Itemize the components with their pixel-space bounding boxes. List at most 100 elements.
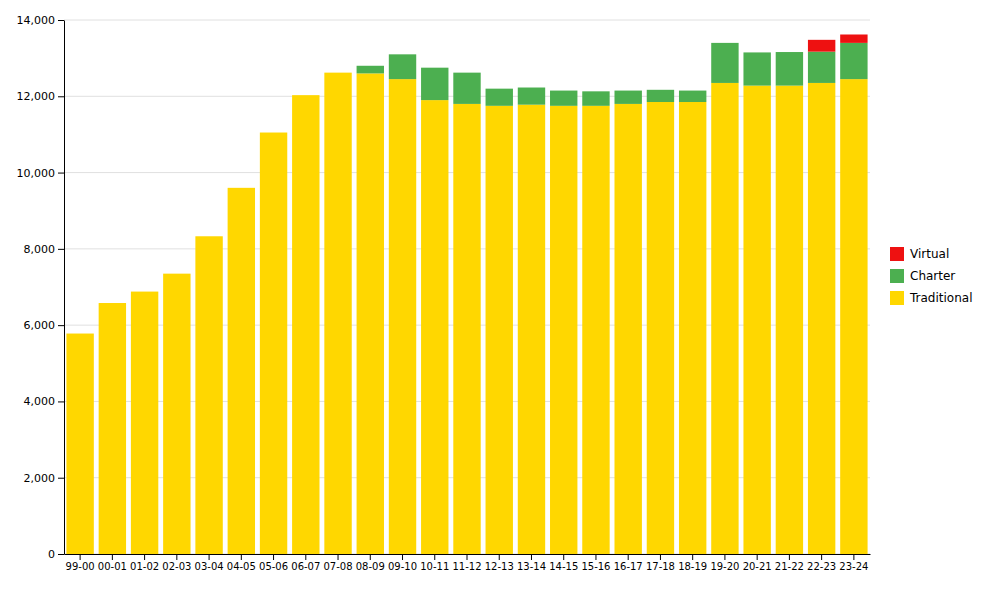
x-tick-mark [241, 554, 242, 560]
bar [195, 236, 222, 237]
x-tick-mark [209, 554, 210, 560]
bar [679, 102, 706, 554]
x-tick-mark [595, 554, 596, 560]
x-tick: 02-03 [162, 554, 191, 572]
y-tick-mark [58, 173, 64, 174]
bar [840, 79, 867, 554]
y-tick: 12,000 [17, 90, 65, 103]
x-tick: 10-11 [420, 554, 449, 572]
bar [550, 91, 577, 106]
bar [260, 133, 287, 554]
y-tick-mark [58, 20, 64, 21]
x-tick: 11-12 [452, 554, 481, 572]
y-tick: 10,000 [17, 167, 65, 180]
bar [357, 73, 384, 554]
x-tick: 22-23 [807, 554, 836, 572]
x-tick: 08-09 [356, 554, 385, 572]
x-tick-mark [531, 554, 532, 560]
bar [647, 89, 674, 90]
x-tick-label: 10-11 [420, 561, 449, 572]
x-tick-label: 09-10 [388, 561, 417, 572]
x-tick: 21-22 [775, 554, 804, 572]
bar [711, 83, 738, 554]
bar [421, 67, 448, 68]
grid [64, 20, 870, 554]
bar [389, 54, 416, 55]
x-tick: 14-15 [549, 554, 578, 572]
series [66, 73, 867, 554]
bar [324, 72, 351, 73]
bar [582, 91, 609, 105]
x-tick: 23-24 [839, 554, 868, 572]
bar [99, 303, 126, 304]
legend-item: Charter [890, 269, 955, 283]
y-tick-label: 2,000 [24, 472, 56, 485]
bar [743, 52, 770, 85]
y-tick-mark [58, 554, 64, 555]
y-tick-label: 6,000 [24, 319, 56, 332]
y-tick-label: 14,000 [17, 14, 56, 27]
y-tick: 8,000 [24, 243, 65, 256]
bar [486, 89, 513, 106]
legend-swatch [890, 247, 904, 261]
x-tick: 13-14 [517, 554, 546, 572]
x-tick-mark [370, 554, 371, 560]
y-tick: 0 [48, 548, 64, 561]
x-tick-label: 21-22 [775, 561, 804, 572]
bar [518, 87, 545, 88]
x-tick: 00-01 [98, 554, 127, 572]
bar [131, 291, 158, 292]
series [357, 43, 868, 106]
bar [99, 303, 126, 304]
bar [357, 65, 384, 66]
x-axis: 99-0000-0101-0202-0303-0404-0505-0606-07… [65, 554, 871, 572]
bar [195, 236, 222, 237]
x-tick-mark [402, 554, 403, 560]
bar [292, 95, 319, 96]
bar [614, 91, 641, 104]
bar [743, 52, 770, 53]
y-axis: 02,0004,0006,0008,00010,00012,00014,000 [17, 14, 65, 561]
x-tick: 12-13 [485, 554, 514, 572]
bars [66, 34, 867, 554]
bar [131, 291, 158, 292]
x-tick: 01-02 [130, 554, 159, 572]
bar [518, 88, 545, 105]
plot: 99-0000-0101-0202-0303-0404-0505-0606-07… [17, 14, 871, 572]
bar [324, 72, 351, 73]
x-tick-label: 08-09 [356, 561, 385, 572]
bar [840, 34, 867, 42]
bar [260, 132, 287, 133]
bar [711, 42, 738, 43]
x-tick: 07-08 [324, 554, 353, 572]
x-tick-label: 23-24 [839, 561, 868, 572]
y-tick-label: 0 [48, 548, 55, 561]
x-tick: 99-00 [66, 554, 95, 572]
x-tick-mark [628, 554, 629, 560]
x-tick-mark [144, 554, 145, 560]
series [808, 34, 868, 51]
y-tick: 2,000 [24, 472, 65, 485]
legend-swatch [890, 269, 904, 283]
x-tick-mark [789, 554, 790, 560]
y-tick-label: 8,000 [24, 243, 56, 256]
bar [711, 43, 738, 83]
y-tick-mark [58, 401, 64, 402]
x-tick-mark [692, 554, 693, 560]
bar [292, 95, 319, 96]
y-tick-label: 12,000 [17, 90, 56, 103]
y-tick-mark [58, 249, 64, 250]
legend-item: Traditional [890, 291, 972, 305]
x-tick: 19-20 [710, 554, 739, 572]
x-tick-mark [273, 554, 274, 560]
grid-line [64, 20, 870, 21]
bar [163, 274, 190, 554]
x-tick-label: 06-07 [291, 561, 320, 572]
x-tick-label: 04-05 [227, 561, 256, 572]
x-tick: 20-21 [743, 554, 772, 572]
x-tick-label: 20-21 [743, 561, 772, 572]
x-tick-mark [853, 554, 854, 560]
x-tick-label: 12-13 [485, 561, 514, 572]
legend-label: Virtual [910, 247, 949, 261]
bar [647, 102, 674, 554]
